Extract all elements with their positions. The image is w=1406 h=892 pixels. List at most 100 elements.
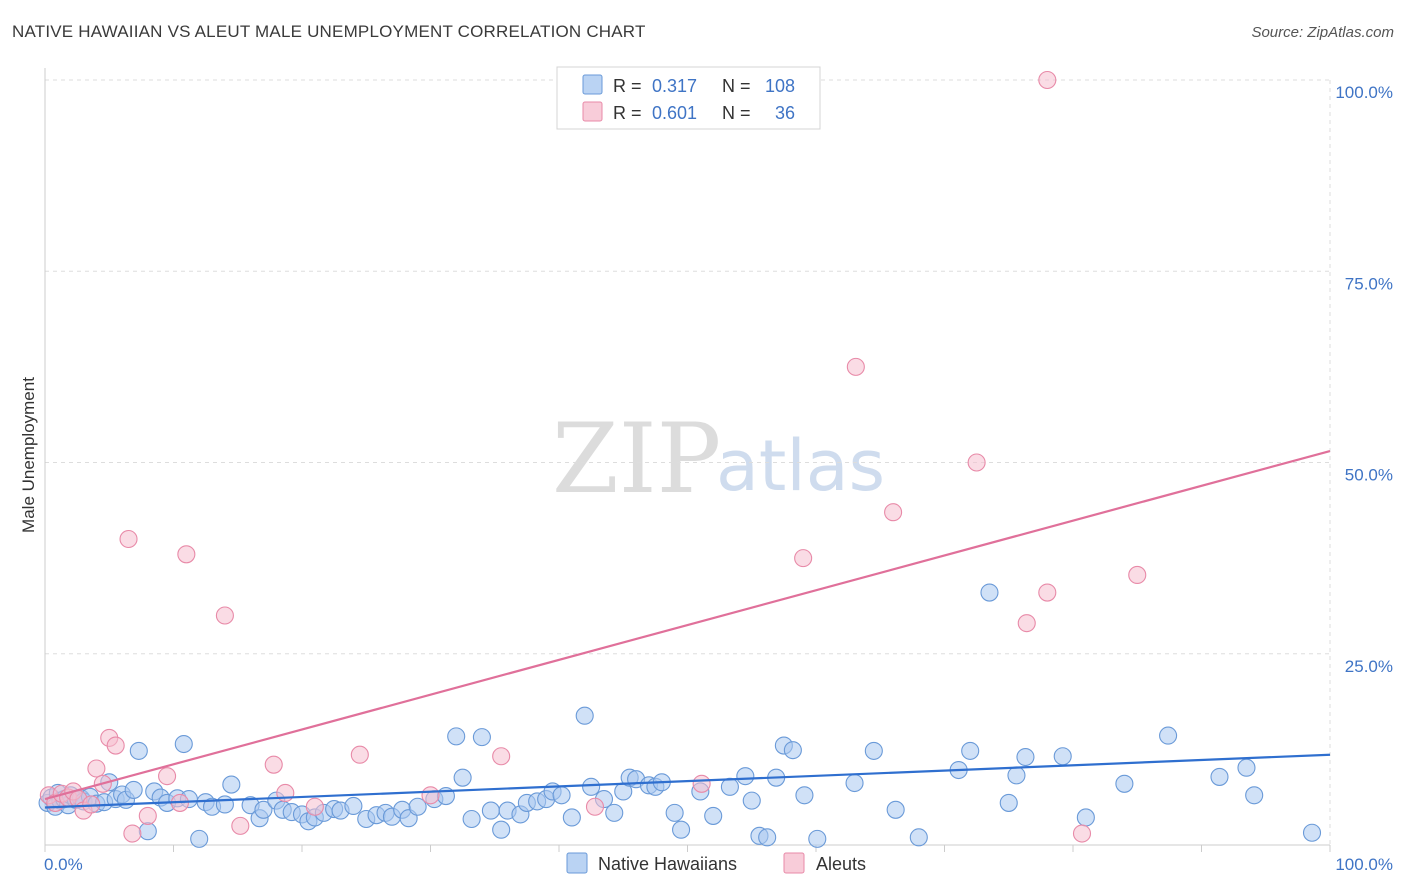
aleuts-point-27 [692,774,711,793]
aleuts-point-30 [884,503,903,522]
y-tick-label-3: 100.0% [1335,83,1393,102]
native-hawaiians-point-58 [481,801,500,820]
native-hawaiians-point-90 [795,786,814,805]
axes [44,68,1331,852]
native-hawaiians-point-103 [1076,808,1095,827]
native-hawaiians-point-104 [1115,774,1134,793]
aleuts-point-19 [231,816,250,835]
aleuts-point-31 [967,453,986,472]
native-hawaiians-point-66 [552,786,571,805]
aleuts-point-11 [106,736,125,755]
aleuts-point-14 [138,806,157,825]
native-hawaiians-point-106 [1210,767,1229,786]
native-hawaiians-point-78 [665,803,684,822]
legend-swatch-aleuts [582,101,603,122]
x-tick-label-0: 0.0% [44,855,83,874]
watermark-atlas: atlas [716,425,885,507]
native-hawaiians-point-79 [672,820,691,839]
native-hawaiians-point-59 [492,820,511,839]
aleuts-point-24 [421,786,440,805]
native-hawaiians-point-93 [864,741,883,760]
legend-r-value-1: 0.601 [652,103,697,123]
aleuts-point-33 [1038,583,1057,602]
y-tick-labels: 25.0% 50.0% 75.0% 100.0% [1335,83,1393,676]
aleuts-point-23 [350,745,369,764]
aleuts-points [39,70,1147,843]
aleuts-point-36 [1038,70,1057,90]
native-hawaiians-point-19 [129,741,148,760]
native-hawaiians-point-99 [999,793,1018,812]
watermark-zip: ZIP [552,403,721,515]
x-tick-label-1: 100.0% [1335,855,1393,874]
aleuts-point-28 [794,549,813,568]
native-hawaiians-point-86 [758,828,777,847]
native-hawaiians-point-44 [344,796,363,816]
bottom-legend-native-hawaiians: Native Hawaiians [598,854,737,874]
native-hawaiians-point-81 [704,806,723,825]
source-credit: Source: ZipAtlas.com [1251,24,1394,41]
native-hawaiians-point-101 [1016,747,1035,767]
aleuts-point-8 [87,759,106,778]
native-hawaiians-point-89 [783,741,802,760]
native-hawaiians-point-68 [575,706,594,725]
legend-n-value-1: 36 [775,103,795,123]
aleuts-point-18 [215,606,234,625]
aleuts-point-12 [119,529,138,549]
aleuts-trend-line [44,449,1331,801]
y-tick-label-2: 75.0% [1345,274,1393,293]
native-hawaiians-trend-line [44,753,1331,809]
native-hawaiians-points [38,583,1322,848]
chart-title: NATIVE HAWAIIAN VS ALEUT MALE UNEMPLOYME… [12,22,646,41]
native-hawaiians-point-55 [453,768,472,787]
correlation-legend: R = 0.317 N = 108 R = 0.601 N = 36 [556,66,821,130]
native-hawaiians-point-105 [1159,726,1178,745]
native-hawaiians-point-34 [254,800,273,819]
y-tick-label-0: 25.0% [1345,657,1393,676]
native-hawaiians-point-100 [1007,766,1026,785]
x-tick-labels: 0.0% 100.0% [44,855,1393,874]
native-hawaiians-point-82 [720,777,739,796]
native-hawaiians-point-97 [961,741,980,760]
aleuts-point-15 [158,767,177,786]
native-hawaiians-point-84 [742,791,761,810]
aleuts-point-17 [177,545,196,564]
bottom-legend-swatch-aleuts [783,852,805,874]
grid-lines [45,79,1331,845]
native-hawaiians-point-98 [980,583,999,602]
bottom-legend-aleuts: Aleuts [816,854,866,874]
native-hawaiians-point-20 [138,822,157,841]
aleuts-point-29 [846,357,865,376]
aleuts-point-25 [492,747,511,766]
bottom-legend-swatch-native-hawaiians [566,852,588,874]
legend-r-label-0: R = [613,76,642,96]
native-hawaiians-point-54 [447,727,466,746]
series-legend: Native Hawaiians Aleuts [566,852,866,874]
legend-n-label-0: N = [722,76,751,96]
legend-n-value-0: 108 [765,76,795,96]
native-hawaiians-point-83 [736,767,755,786]
native-hawaiians-point-108 [1245,786,1264,805]
native-hawaiians-point-95 [909,828,928,847]
native-hawaiians-point-31 [222,775,241,794]
aleuts-point-35 [1128,565,1147,585]
aleuts-point-22 [305,797,324,816]
trend-lines [44,449,1331,809]
native-hawaiians-point-25 [174,734,193,754]
aleuts-point-26 [585,797,605,816]
y-tick-label-1: 50.0% [1345,466,1393,485]
legend-r-value-0: 0.317 [652,76,697,96]
native-hawaiians-point-51 [408,797,427,816]
native-hawaiians-point-107 [1237,758,1256,777]
native-hawaiians-point-56 [462,809,481,829]
native-hawaiians-point-18 [124,780,143,799]
aleuts-point-32 [1017,614,1036,633]
native-hawaiians-point-94 [886,800,905,819]
aleuts-point-34 [1072,824,1092,843]
legend-n-label-1: N = [722,103,751,123]
native-hawaiians-point-30 [215,795,234,814]
legend-r-label-1: R = [613,103,642,123]
native-hawaiians-point-71 [605,803,624,822]
native-hawaiians-point-91 [808,829,827,848]
native-hawaiians-point-27 [190,829,209,848]
